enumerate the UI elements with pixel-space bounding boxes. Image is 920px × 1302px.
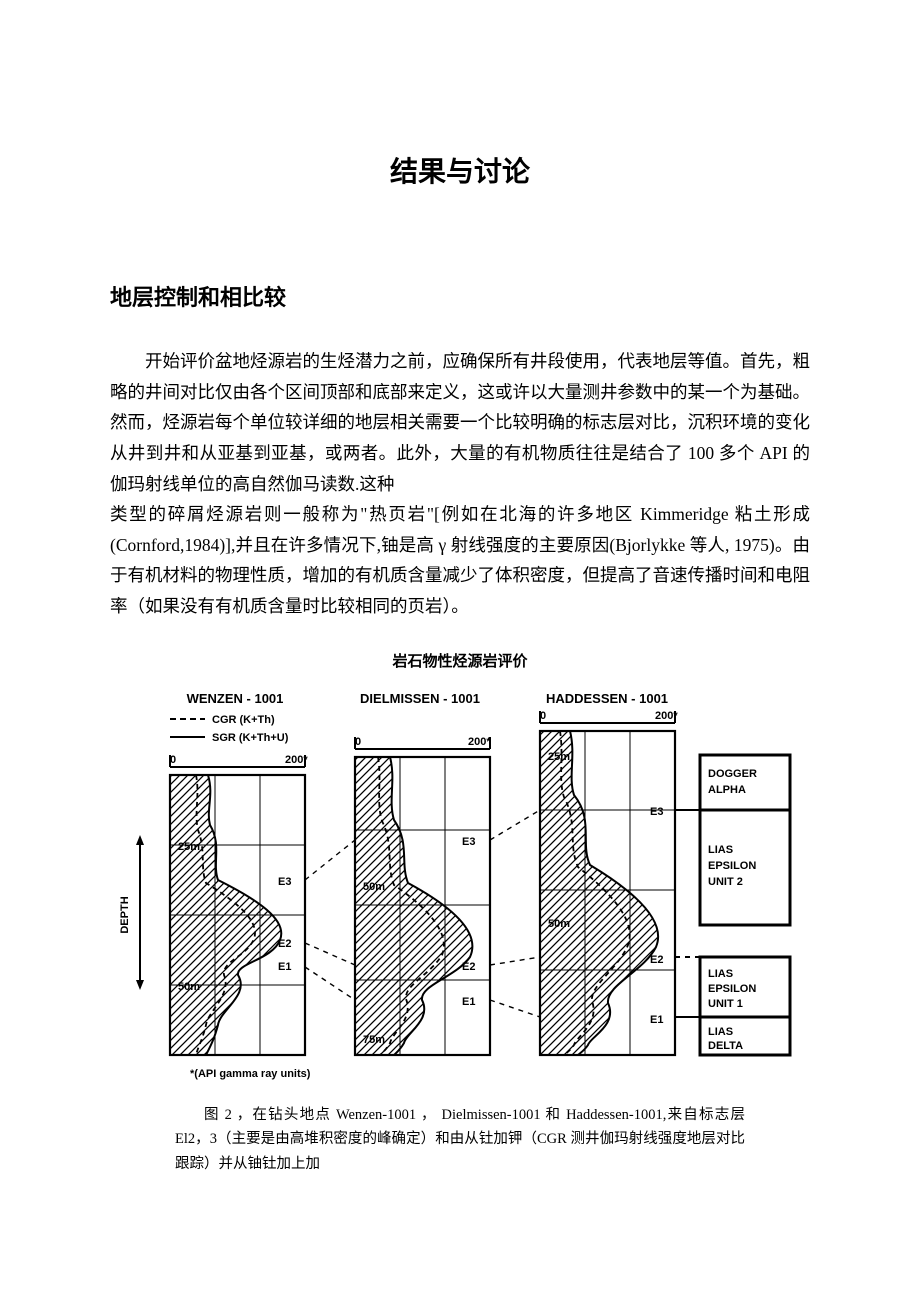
well1-marker-e1: E1 (278, 961, 291, 973)
figure-subject-heading: 岩石物性烃源岩评价 (110, 650, 810, 671)
depth-axis-label: DEPTH (119, 896, 131, 933)
well-track-dielmissen: DIELMISSEN - 1001 0 200* 50m 75m E3 E2 E… (355, 691, 491, 1055)
well2-marker-e2: E2 (462, 961, 475, 973)
strat-lias2-1: LIAS (708, 844, 733, 856)
strat-lias1-3: UNIT 1 (708, 998, 743, 1010)
strat-delta-2: DELTA (708, 1040, 743, 1052)
document-title: 结果与讨论 (110, 150, 810, 190)
body-paragraph-2: 类型的碎屑烃源岩则一般称为"热页岩"[例如在北海的许多地区 Kimmeridge… (110, 499, 810, 622)
figure-2-well-correlation: DEPTH WENZEN - 1001 CGR (K+Th) SGR (K+Th… (110, 685, 810, 1085)
legend-sgr: SGR (K+Th+U) (212, 732, 289, 744)
well2-marker-e1: E1 (462, 996, 475, 1008)
body-paragraph-1: 开始评价盆地烃源岩的生烃潜力之前，应确保所有井段使用，代表地层等值。首先，粗略的… (110, 346, 810, 499)
strat-delta-1: LIAS (708, 1026, 733, 1038)
well3-depth-50m: 50m (548, 918, 570, 930)
well1-marker-e3: E3 (278, 876, 291, 888)
strat-lias2-2: EPSILON (708, 860, 756, 872)
well-log-correlation-svg: DEPTH WENZEN - 1001 CGR (K+Th) SGR (K+Th… (110, 685, 810, 1085)
well1-marker-e2: E2 (278, 938, 291, 950)
strat-dogger-1: DOGGER (708, 768, 757, 780)
well3-marker-e1: E1 (650, 1014, 663, 1026)
well-track-wenzen: WENZEN - 1001 CGR (K+Th) SGR (K+Th+U) 0 … (170, 691, 308, 1055)
well2-depth-50m: 50m (363, 881, 385, 893)
section-heading: 地层控制和相比较 (110, 280, 810, 312)
strat-lias2-3: UNIT 2 (708, 876, 743, 888)
figure-caption: 图 2 ，在钻头地点 Wenzen-1001 ， Dielmissen-1001… (175, 1103, 745, 1177)
well-track-haddessen: HADDESSEN - 1001 0 200* 25m 50m E3 E2 E1 (540, 691, 678, 1055)
well-title-1: WENZEN - 1001 (187, 691, 284, 706)
well2-depth-75m: 75m (363, 1034, 385, 1046)
well3-marker-e2: E2 (650, 954, 663, 966)
well-title-2: DIELMISSEN - 1001 (360, 691, 480, 706)
strat-lias1-1: LIAS (708, 968, 733, 980)
well2-scale-max: 200* (468, 736, 491, 748)
well2-marker-e3: E3 (462, 836, 475, 848)
figure-footnote: *(API gamma ray units) (190, 1068, 311, 1080)
legend-cgr: CGR (K+Th) (212, 714, 275, 726)
well1-depth-25m: 25m (178, 841, 200, 853)
well-title-3: HADDESSEN - 1001 (546, 691, 668, 706)
strat-dogger-2: ALPHA (708, 784, 746, 796)
strat-lias1-2: EPSILON (708, 983, 756, 995)
well1-depth-50m: 50m (178, 981, 200, 993)
stratigraphic-column: DOGGER ALPHA LIAS EPSILON UNIT 2 LIAS EP… (675, 755, 790, 1055)
well3-depth-25m: 25m (548, 751, 570, 763)
well3-marker-e3: E3 (650, 806, 663, 818)
